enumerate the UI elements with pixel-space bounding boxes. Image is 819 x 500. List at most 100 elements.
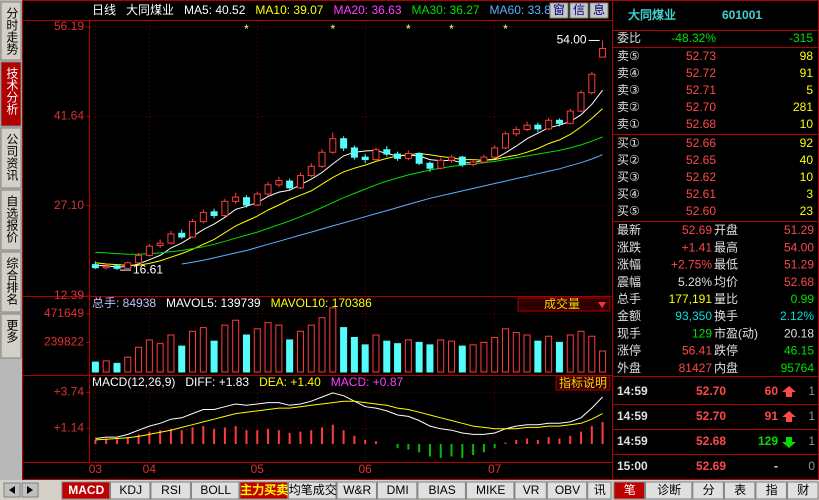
order-volume: 5 [806, 83, 813, 97]
y-tick-label: +1.14 [54, 420, 85, 434]
stat-value: 54.00 [784, 240, 814, 254]
stat-label: 最低 [714, 258, 738, 272]
candle-body [253, 193, 261, 206]
candle-body [145, 245, 153, 256]
window-button[interactable] [569, 2, 589, 19]
stat-label: 外盘 [617, 360, 641, 375]
panel-tab-label: 财 [797, 483, 809, 497]
tick-volume: 91 [765, 409, 779, 423]
candle-body [545, 119, 553, 130]
order-label: 买③ [617, 170, 640, 184]
panel-tab[interactable] [645, 481, 693, 500]
volume-bar [448, 340, 456, 373]
volume-bar [167, 334, 175, 373]
panel-tab[interactable] [692, 481, 724, 500]
dropdown-icon [598, 302, 606, 308]
side-tab[interactable] [0, 251, 22, 313]
indicator-help[interactable] [555, 376, 611, 391]
candle-body [426, 162, 434, 169]
panel-header: MA10: 39.07 [255, 3, 323, 17]
volume-bar [566, 334, 574, 373]
y-tick-label: 471649 [44, 306, 84, 320]
window-button[interactable] [549, 2, 569, 19]
side-tab[interactable] [0, 127, 22, 189]
y-tick-label: 12.39 [54, 288, 84, 302]
tick-volume: 60 [765, 384, 779, 398]
volume-selector[interactable] [517, 297, 611, 312]
stat-value: 51.29 [784, 258, 814, 272]
volume-bar [469, 344, 477, 373]
moving-average [181, 154, 603, 265]
order-volume: 3 [806, 187, 813, 201]
order-label: 卖① [617, 117, 640, 131]
info-marker: * [449, 22, 454, 36]
volume-bar [501, 328, 509, 373]
indicator-tab[interactable] [336, 481, 377, 500]
panel-header: 日线 [92, 3, 116, 17]
indicator-tab[interactable] [546, 481, 588, 500]
indicator-tab[interactable] [61, 481, 111, 500]
volume-bar [210, 340, 218, 373]
stat-label: 均价 [714, 275, 738, 289]
candle-body [404, 152, 412, 159]
panel-tab[interactable] [723, 481, 756, 500]
annotation: 54.00 [557, 33, 587, 47]
volume-bar [545, 335, 553, 373]
indicator-tab[interactable] [287, 481, 337, 500]
panel-header: MA60: 33.80 [490, 3, 558, 17]
macd-line [95, 400, 603, 441]
volume-bar [523, 334, 531, 373]
panel-tab[interactable] [755, 481, 787, 500]
indicator-tab[interactable] [110, 481, 151, 500]
panel-tab[interactable] [613, 481, 646, 500]
candle-body [102, 265, 110, 269]
candle-body [394, 153, 402, 159]
side-tab[interactable] [0, 61, 22, 127]
chart-area: 日线 大同煤业 MA5: 40.52 MA10: 39.07 MA20: 36.63 MA… [44, 2, 612, 476]
candle-body [232, 196, 240, 202]
indicator-tab[interactable] [417, 481, 466, 500]
side-tab[interactable] [0, 313, 22, 359]
indicator-tab[interactable] [376, 481, 418, 500]
x-tick-label: 06 [359, 462, 373, 476]
volume-bar [296, 330, 304, 373]
indicator-tab-label: BIAS [428, 483, 455, 497]
window-button[interactable] [589, 2, 609, 19]
side-tab[interactable] [0, 189, 22, 251]
order-price: 52.68 [686, 117, 716, 131]
tick-price: 52.68 [696, 434, 726, 448]
order-volume: 10 [800, 170, 814, 184]
side-tab-label: 技术分析 [5, 67, 19, 116]
volume-bar [512, 332, 520, 373]
stat-label: 金额 [617, 308, 641, 323]
value: -315 [789, 31, 813, 45]
x-tick-label: 05 [251, 462, 265, 476]
order-price: 52.65 [686, 153, 716, 167]
candle-body [286, 180, 294, 189]
panel-tab[interactable] [786, 481, 819, 500]
stat-value: 46.15 [784, 344, 814, 358]
indicator-tab[interactable] [465, 481, 515, 500]
stat-label: 涨跌 [617, 239, 641, 254]
stat-value: 0.99 [791, 292, 815, 306]
volume-bar [189, 330, 197, 373]
panel-tab-label: 表 [734, 483, 746, 497]
indicator-tab[interactable] [190, 481, 240, 500]
candle-body [599, 47, 607, 58]
candle-body [480, 156, 488, 163]
volume-bar [534, 340, 542, 373]
down-arrow [782, 437, 796, 448]
candle-body [210, 211, 218, 216]
candle-body [156, 242, 164, 247]
indicator-tab[interactable] [150, 481, 191, 500]
indicator-tab[interactable] [587, 481, 612, 500]
order-label: 卖③ [617, 83, 640, 97]
indicator-tab[interactable] [514, 481, 547, 500]
candle-body [340, 138, 348, 149]
side-tab[interactable] [0, 1, 22, 61]
indicator-tab[interactable] [239, 481, 288, 500]
tick-count: 1 [808, 409, 815, 423]
volume-bar [156, 343, 164, 373]
order-price: 52.71 [686, 83, 716, 97]
